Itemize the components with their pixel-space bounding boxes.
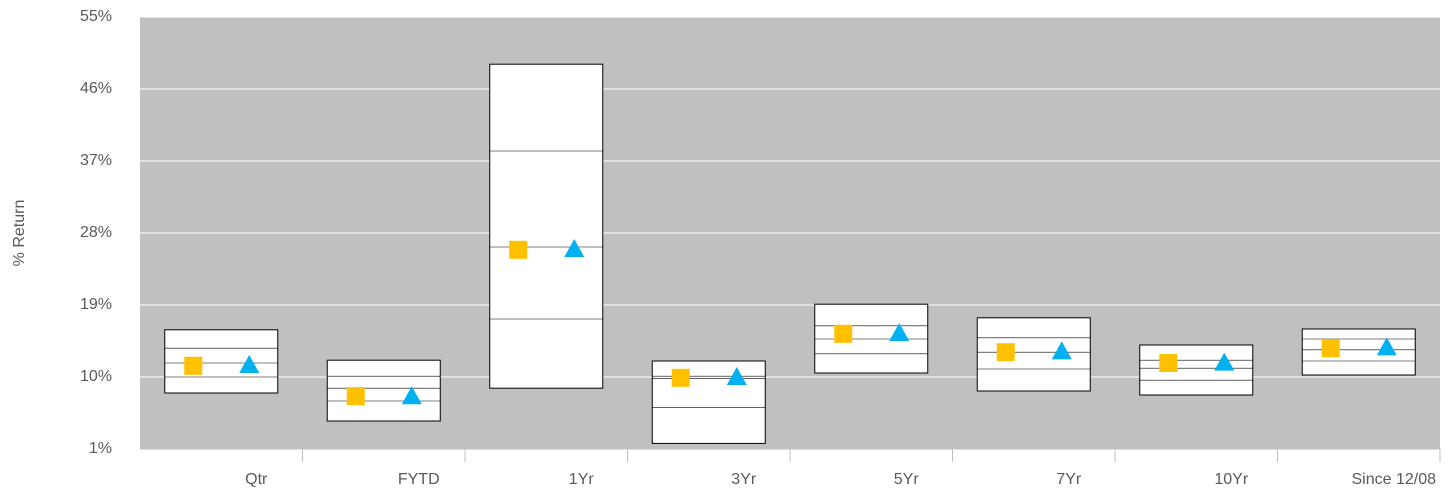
y-tick-label: 10% [80,368,112,385]
marker-square [834,324,853,343]
y-axis-label: % Return [11,200,28,267]
y-tick-label: 55% [80,8,112,25]
marker-triangle [239,355,260,373]
marker-triangle [564,239,585,257]
marker-triangle [889,323,910,341]
y-tick-label: 46% [80,80,112,97]
box [976,317,1091,392]
x-tick-label: 3Yr [731,471,757,488]
y-tick-label: 28% [80,224,112,241]
box [1139,344,1254,396]
marker-triangle [1051,341,1072,360]
marker-square [346,387,365,406]
x-tick-label: Since 12/08 [1351,471,1436,488]
marker-square [1321,339,1340,358]
marker-square [184,356,203,375]
x-tick-label: 1Yr [569,471,595,488]
box [651,360,766,444]
marker-triangle [1214,352,1235,371]
marker-triangle [1376,337,1397,356]
y-tick-label: 1% [89,440,112,457]
marker-square [671,368,690,387]
x-tick-label: FYTD [398,471,440,488]
marker-triangle [401,386,422,405]
y-tick-label: 37% [80,152,112,169]
box [1301,328,1416,376]
x-tick-label: 7Yr [1056,471,1082,488]
y-tick-label: 19% [80,296,112,313]
x-tick-label: Qtr [245,471,268,488]
marker-triangle [726,367,747,385]
box [164,329,279,394]
box [489,63,604,389]
x-tick-label: 10Yr [1214,471,1248,488]
marker-square [509,240,528,259]
box [814,303,929,374]
marker-square [1159,354,1178,372]
x-tick-label: 5Yr [894,471,920,488]
marker-square [996,343,1015,362]
box [326,359,441,422]
